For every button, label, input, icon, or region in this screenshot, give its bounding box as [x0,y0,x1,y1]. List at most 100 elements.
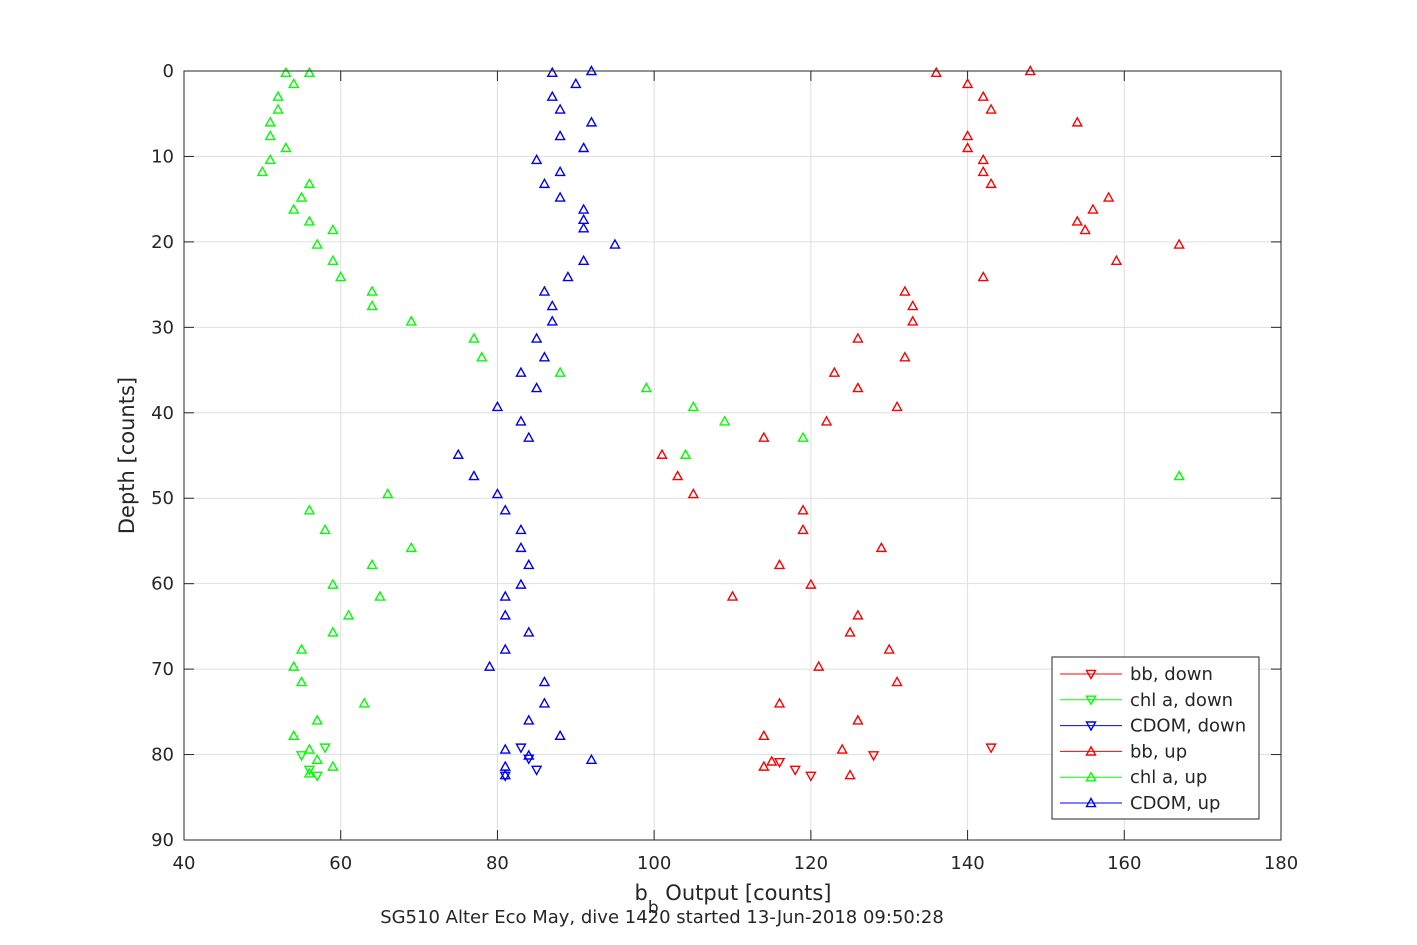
data-point [499,590,511,601]
data-point [319,743,331,754]
data-point [961,77,974,89]
data-point [844,769,856,780]
data-point [985,103,997,114]
data-point [405,541,417,553]
data-point [499,771,511,782]
data-point [1173,238,1185,249]
data-point [311,753,323,764]
data-point [295,191,308,202]
data-point [789,765,801,776]
data-point [476,351,488,362]
y-tick-label: 0 [163,61,174,82]
data-point [288,729,300,741]
x-tick-label: 100 [637,853,671,874]
data-point [570,77,582,89]
data-point [930,66,942,78]
series-bb-up [656,65,1185,780]
data-point [687,488,700,499]
series-chl-a-down [295,743,331,782]
data-point [256,165,269,177]
data-point [852,714,864,725]
data-point [820,415,833,426]
data-point [977,165,989,177]
data-point [1102,191,1115,202]
data-point [852,382,864,393]
data-point [726,590,739,601]
data-point [538,697,551,708]
data-point [515,541,527,553]
data-point [499,504,511,515]
data-point [907,315,919,326]
data-point [773,757,786,769]
legend-marker [1085,771,1097,782]
data-point [883,643,895,654]
data-point [891,675,903,687]
data-point [985,177,997,189]
data-point [1110,254,1123,265]
data-point [303,743,316,754]
data-point [483,660,496,671]
data-point [546,66,558,78]
data-point [491,400,504,412]
data-point [977,90,989,101]
data-point [327,578,339,589]
data-point [961,141,974,153]
x-tick-label: 140 [950,853,984,874]
y-tick-label: 40 [151,403,174,424]
x-tick-label: 40 [173,853,196,874]
data-point [1173,470,1185,481]
data-point [311,238,323,249]
data-point [1079,223,1091,235]
data-point [327,223,339,235]
y-tick-label: 20 [151,232,174,253]
data-point [875,541,888,553]
data-point [538,177,551,189]
data-point [867,751,880,762]
legend-label: chl a, up [1130,767,1207,788]
data-point [468,470,480,481]
data-point [499,769,511,780]
axis-ticks: 40 60 80 100 120 140 160 180 0 10 20 30 40 50 60 70 80 90 [151,61,1298,874]
y-tick-label: 90 [151,830,174,851]
data-point [366,558,378,570]
data-point [530,765,543,776]
data-point [765,755,778,766]
data-point [554,103,566,114]
data-point [538,285,551,296]
data-point [468,332,480,343]
data-point [366,300,378,311]
y-tick-label: 60 [151,574,174,595]
data-point [554,191,566,202]
data-point [758,760,770,771]
data-point [523,431,535,442]
data-point [295,675,308,687]
data-point [272,103,284,114]
legend-label: chl a, down [1130,690,1233,711]
data-point [374,590,386,601]
data-point [758,729,770,741]
data-point [546,315,558,326]
data-point [679,448,692,459]
data-point [718,415,731,426]
data-point [585,753,598,764]
legend-marker [1085,745,1097,756]
x-tick-label: 80 [486,853,509,874]
data-point [805,771,817,782]
data-point [280,141,292,153]
data-point [288,203,300,214]
y-tick-label: 30 [151,317,174,338]
series-cdom-up [452,65,621,780]
legend-label: CDOM, down [1130,716,1246,737]
data-point [264,129,276,141]
legend-label: bb, down [1130,664,1213,685]
data-point [303,765,316,776]
data-point [319,523,331,535]
y-tick-label: 70 [151,659,174,680]
data-point [303,504,316,515]
data-point [577,254,590,265]
data-point [358,697,370,708]
data-point [554,366,566,377]
data-point [546,90,558,101]
data-point [546,300,558,311]
data-point [852,332,864,343]
